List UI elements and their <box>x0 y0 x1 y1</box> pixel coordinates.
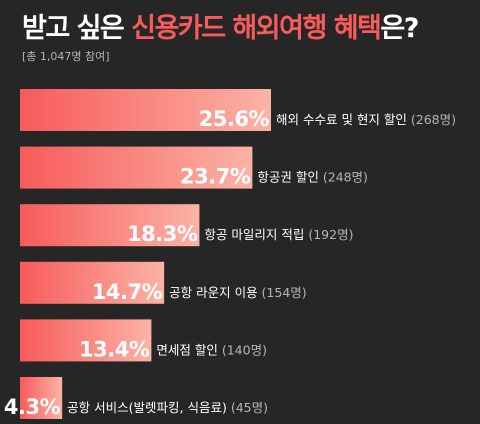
respondent-count: (140명) <box>222 342 267 357</box>
bar-category-label: 항공권 할인 (248명) <box>257 170 368 185</box>
bar-value-label: 23.7% <box>180 165 251 189</box>
title-highlight: 신용카드 해외여행 혜택 <box>131 13 382 44</box>
respondent-count: (45명) <box>231 400 268 415</box>
bar-category-label: 면세점 할인 (140명) <box>156 342 267 357</box>
bar-3 <box>20 204 200 247</box>
bar-category-label: 공항 서비스(발렛파킹, 식음료) (45명) <box>67 400 268 415</box>
category-name: 공항 서비스(발렛파킹, 식음료) <box>67 400 231 415</box>
category-name: 면세점 할인 <box>156 342 221 357</box>
bar-value-label: 4.3% <box>4 395 61 419</box>
bar-category-label: 해외 수수료 및 현지 할인 (268명) <box>276 112 456 127</box>
bar-value-label: 18.3% <box>127 222 198 246</box>
bar-value-label: 13.4% <box>79 337 150 361</box>
bar-category-label: 공항 라운지 이용 (154명) <box>169 285 307 300</box>
respondent-count: (154명) <box>262 285 307 300</box>
bar-2 <box>20 146 253 189</box>
respondent-count: (192명) <box>308 227 353 242</box>
title-suffix: 은? <box>380 13 419 44</box>
chart-title: 받고 싶은 신용카드 해외여행 혜택은? <box>22 6 419 45</box>
bar-category-label: 항공 마일리지 적립 (192명) <box>204 227 353 242</box>
bar-1 <box>20 89 271 131</box>
bar-value-label: 25.6% <box>199 107 270 131</box>
bar-4 <box>20 261 165 304</box>
title-prefix: 받고 싶은 <box>22 13 132 44</box>
bars-group: 25.6% 해외 수수료 및 현지 할인 (268명) 23.7% 항공권 할인 (2… <box>4 89 456 419</box>
bar-6 <box>20 377 63 419</box>
bar-value-label: 14.7% <box>92 280 163 304</box>
respondent-count: (268명) <box>411 112 456 127</box>
respondent-count: (248명) <box>323 170 368 185</box>
participant-count: [총 1,047명 참여] <box>22 50 110 63</box>
category-name: 해외 수수료 및 현지 할인 <box>276 112 411 127</box>
category-name: 공항 라운지 이용 <box>169 285 261 300</box>
bar-5 <box>20 319 152 362</box>
category-name: 항공권 할인 <box>257 170 322 185</box>
category-name: 항공 마일리지 적립 <box>204 227 308 242</box>
